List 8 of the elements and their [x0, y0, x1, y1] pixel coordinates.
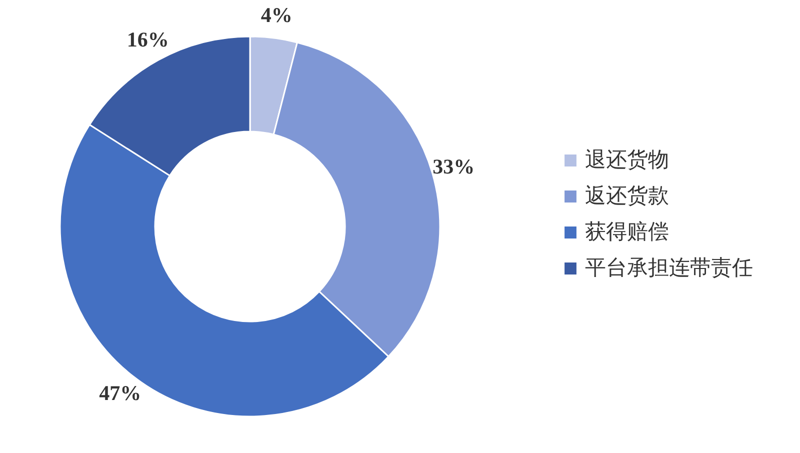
data-label: 33% — [432, 154, 475, 178]
legend-label: 返还货款 — [585, 184, 669, 208]
data-label: 16% — [126, 28, 169, 52]
data-label: 4% — [260, 3, 292, 28]
legend-label: 获得赔偿 — [585, 220, 669, 244]
legend-label: 平台承担连带责任 — [585, 256, 753, 280]
legend-label: 退还货物 — [585, 148, 669, 172]
data-label: 47% — [99, 381, 142, 406]
